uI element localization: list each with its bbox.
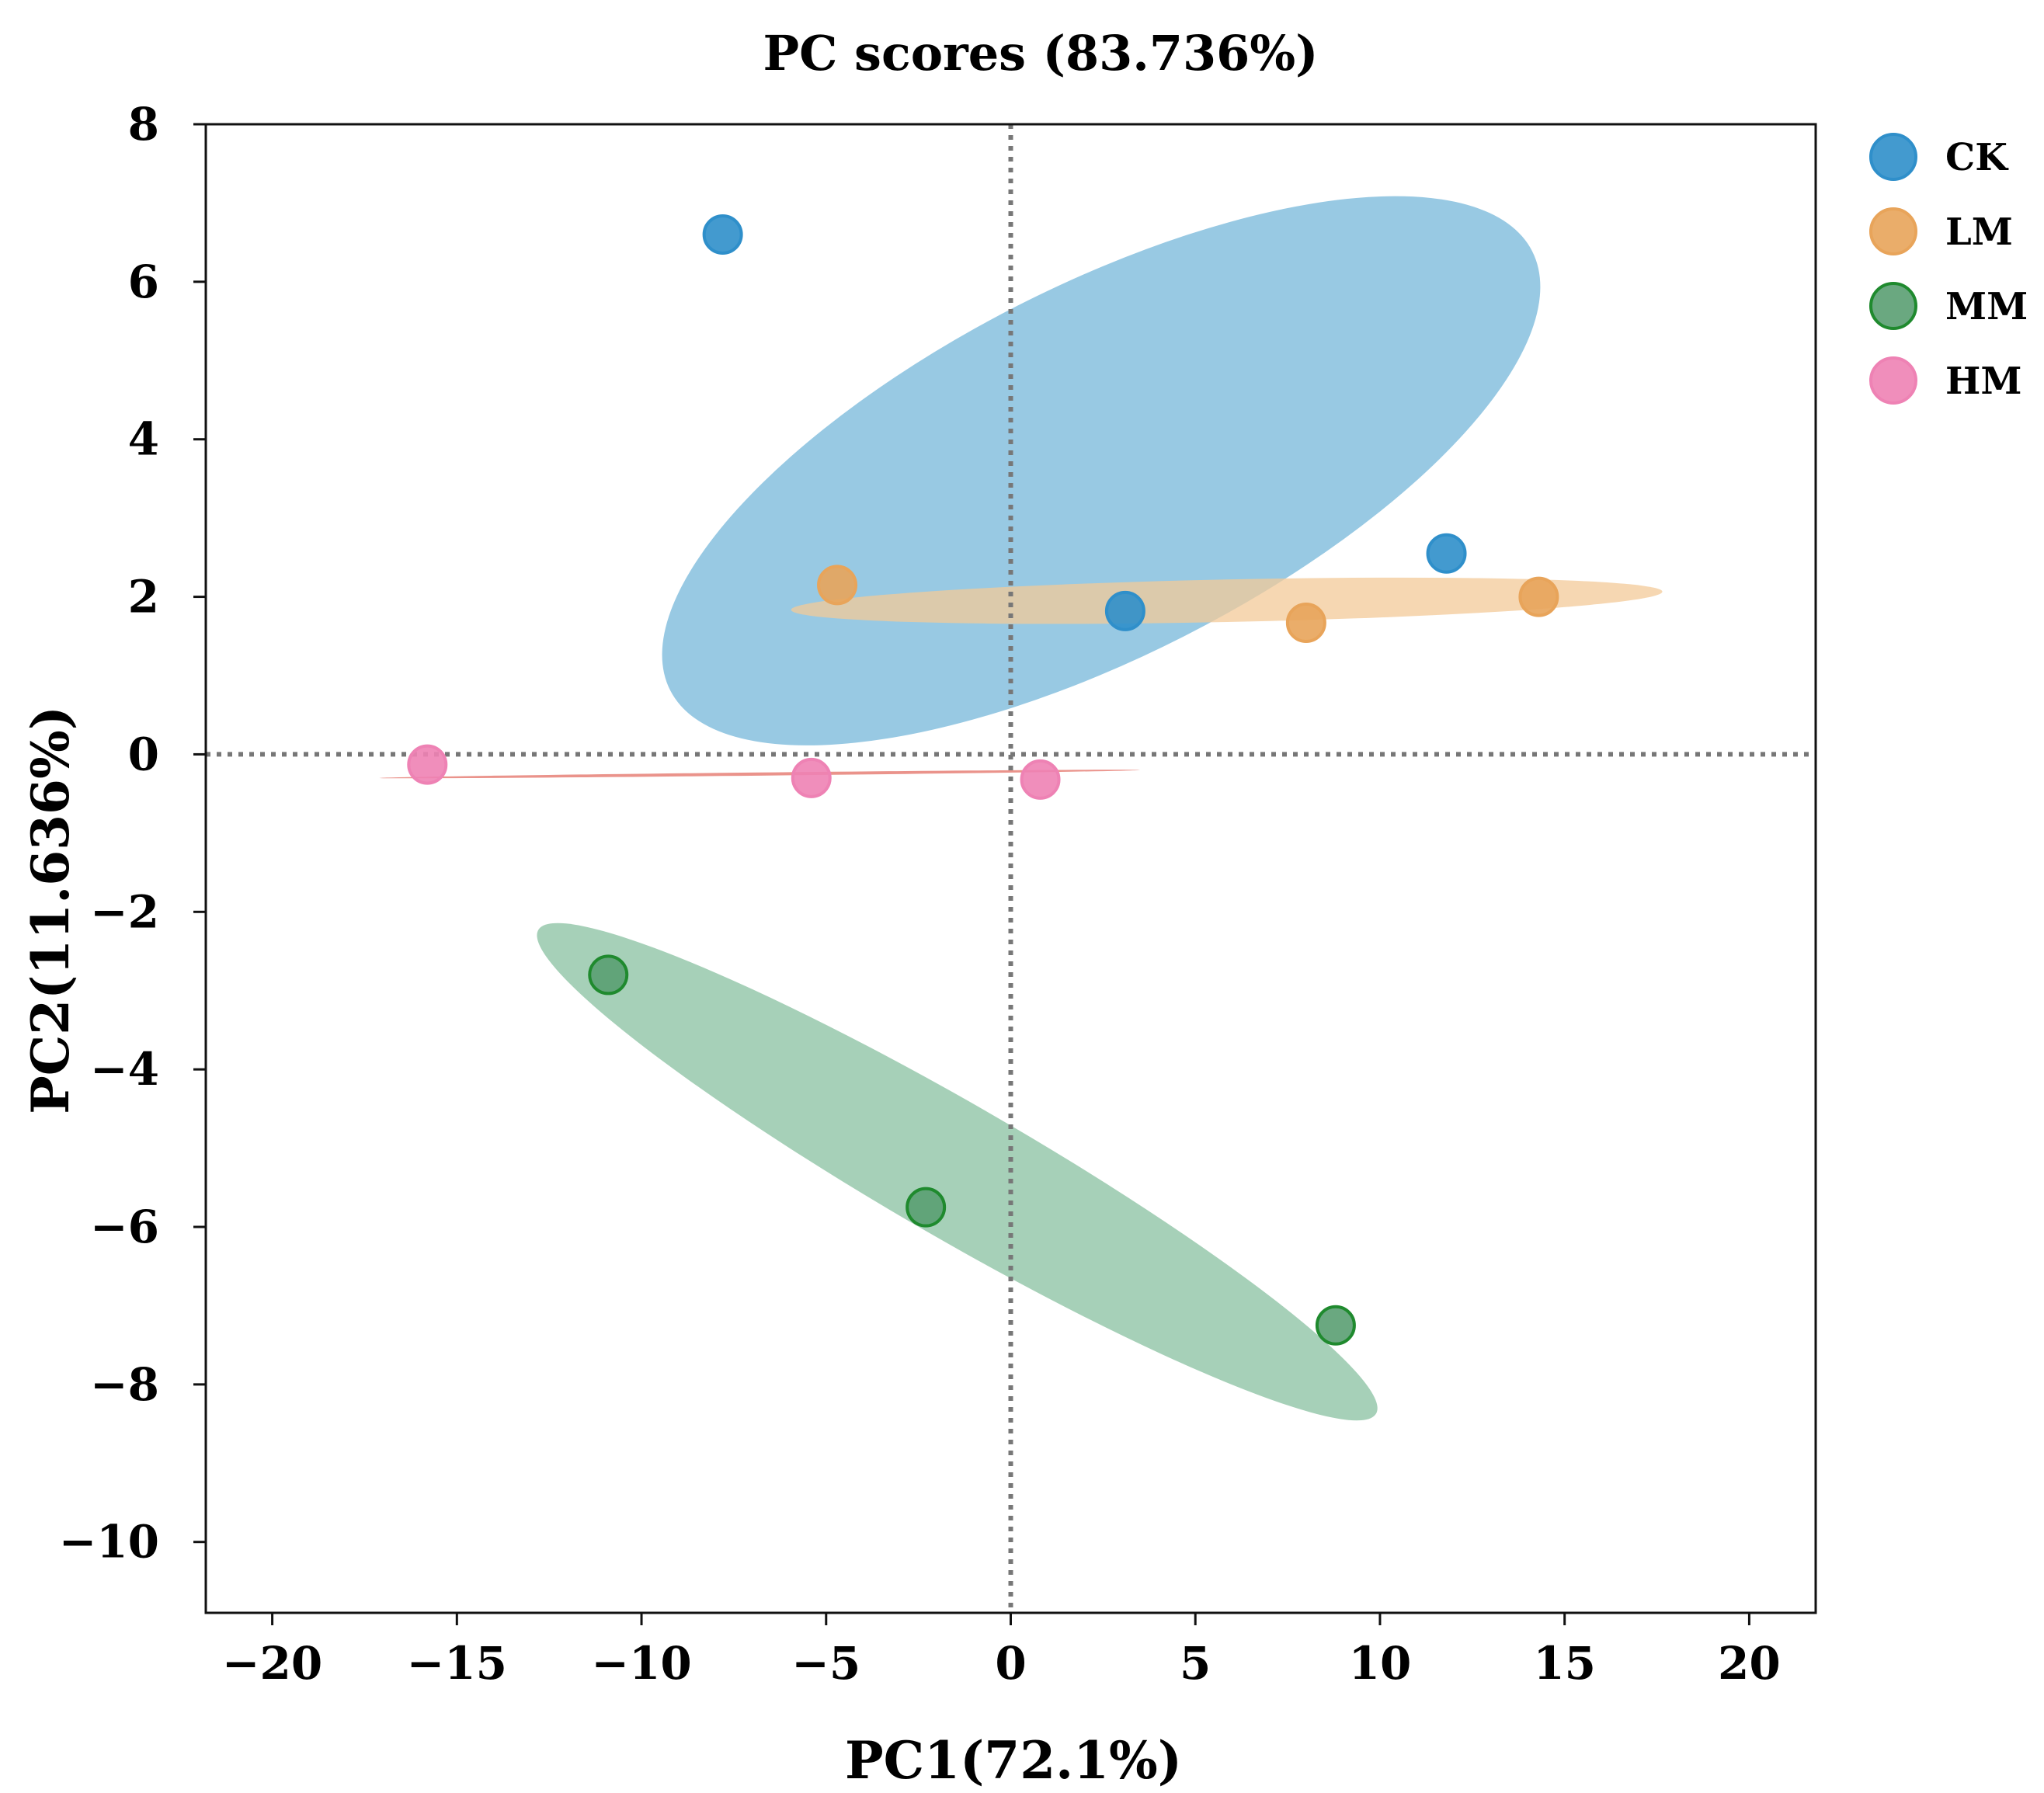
point-lm-3: [1285, 603, 1326, 644]
ellipse-hm: [379, 770, 1140, 779]
legend-label-mm: MM: [1945, 285, 2028, 328]
legend-swatch-ck: [1869, 133, 1917, 181]
y-tick-label: 6: [128, 255, 159, 308]
legend: CK LM MM HM: [1869, 133, 2028, 405]
legend-swatch-mm: [1869, 282, 1917, 330]
x-axis-title: PC1(72.1%): [845, 1730, 1182, 1791]
x-tick-label: −10: [591, 1637, 691, 1690]
y-tick-label: −6: [90, 1201, 159, 1253]
legend-swatch-lm: [1869, 207, 1917, 255]
x-tick-label: −5: [791, 1637, 860, 1690]
reference-lines: [206, 124, 1816, 1613]
point-ck-3: [1104, 590, 1145, 631]
y-axis-title: PC2(11.636%): [20, 706, 81, 1114]
legend-swatch-hm: [1869, 356, 1917, 405]
legend-label-hm: HM: [1945, 360, 2021, 403]
x-tick-label: 0: [995, 1637, 1026, 1690]
y-tick-label: −8: [90, 1358, 159, 1411]
x-tick-label: 5: [1180, 1637, 1211, 1690]
chart-title: PC scores (83.736%): [763, 25, 1318, 82]
legend-label-ck: CK: [1945, 136, 2009, 179]
y-tick-label: −2: [90, 885, 159, 938]
y-tick-label: −4: [90, 1043, 159, 1096]
confidence-ellipses: [379, 196, 1663, 1421]
point-lm-2: [1518, 576, 1559, 617]
ellipse-mm: [537, 923, 1378, 1421]
y-tick-label: 4: [128, 413, 159, 466]
x-tick-label: 10: [1349, 1637, 1412, 1690]
data-points: [407, 214, 1559, 1346]
point-mm-1: [588, 954, 629, 996]
x-tick-label: −15: [407, 1637, 507, 1690]
ellipse-lm: [791, 577, 1663, 624]
y-tick-label: 2: [128, 571, 159, 624]
y-tick-label: 8: [128, 98, 159, 151]
point-ck-2: [1426, 533, 1467, 574]
point-mm-2: [906, 1187, 947, 1228]
x-axis-ticks: −20 −15 −10 −5 0 5 10 15 20: [222, 1613, 1781, 1690]
point-hm-3: [1020, 759, 1061, 800]
ellipse-ck: [662, 196, 1541, 745]
point-mm-3: [1315, 1305, 1356, 1346]
point-ck-1: [702, 214, 743, 255]
point-hm-1: [407, 744, 448, 785]
y-axis-ticks: 8 6 4 2 0 −2 −4 −6 −8 −10: [59, 98, 206, 1569]
point-hm-2: [791, 757, 832, 798]
x-tick-label: −20: [222, 1637, 322, 1690]
legend-label-lm: LM: [1945, 210, 2013, 254]
x-tick-label: 20: [1718, 1637, 1781, 1690]
y-tick-label: 0: [128, 728, 159, 780]
point-lm-1: [817, 565, 858, 606]
y-tick-label: −10: [59, 1516, 159, 1569]
x-tick-label: 15: [1533, 1637, 1596, 1690]
